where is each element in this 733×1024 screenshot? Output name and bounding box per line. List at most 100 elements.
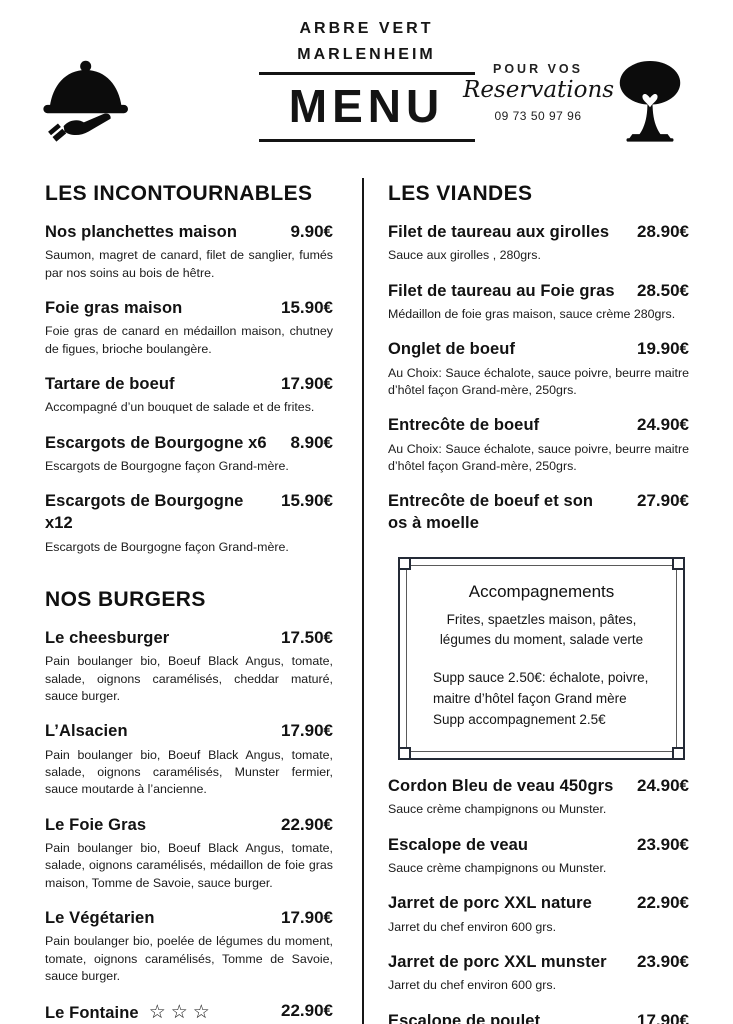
item-price: 17.90€ <box>281 373 333 393</box>
item-price: 28.90€ <box>637 222 689 241</box>
menu-item: L’Alsacien 17.90€ Pain boulanger bio, Bo… <box>45 720 333 798</box>
rating-stars: ☆☆☆ <box>148 1002 215 1024</box>
menu-item: Onglet de boeuf 19.90€ Au Choix: Sauce é… <box>388 338 689 399</box>
menu-item: Jarret de porc XXL nature 22.90€ Jarret … <box>388 892 689 936</box>
item-price: 15.90€ <box>281 297 333 317</box>
menu-item: Cordon Bleu de veau 450grs 24.90€ Sauce … <box>388 775 689 819</box>
accompagnements-supp-line: maitre d’hôtel façon Grand mère <box>433 691 627 707</box>
left-column: LES INCONTOURNABLES Nos planchettes mais… <box>45 170 333 1024</box>
item-name: Entrecôte de boeuf <box>388 416 540 435</box>
item-price: 17.90€ <box>281 908 333 928</box>
reservation-block: POUR VOS Reservations 09 73 50 97 96 <box>463 62 614 123</box>
item-name: Nos planchettes maison <box>45 223 237 241</box>
frame-corner-ornament <box>672 556 685 570</box>
item-price: 24.90€ <box>637 415 689 435</box>
item-desc: Escargots de Bourgogne façon Grand-mère. <box>45 539 289 554</box>
menu-item: Le Foie Gras 22.90€ Pain boulanger bio, … <box>45 814 333 892</box>
item-desc: Saumon, magret de canard, filet de sangl… <box>45 248 333 280</box>
accompagnements-supp-line: Supp sauce 2.50€: échalote, poivre, <box>433 670 649 686</box>
item-desc: Pain boulanger bio, poelée de légumes du… <box>45 934 333 984</box>
item-desc: Accompagné d’un bouquet de salade et de … <box>45 400 315 415</box>
item-name: Escargots de Bourgogne x12 <box>45 492 244 533</box>
menu-item: Le cheesburger 17.50€ Pain boulanger bio… <box>45 627 333 705</box>
menu-item: Escargots de Bourgogne x12 15.90€ Escarg… <box>45 490 333 556</box>
reservation-label: POUR VOS <box>493 62 583 76</box>
menu-item: Escalope de veau 23.90€ Sauce crème cham… <box>388 834 689 878</box>
item-name: Jarret de porc XXL munster <box>388 952 607 971</box>
menu-item: Entrecôte de boeuf et son os à moelle 27… <box>388 490 689 535</box>
item-name: Le Végétarien <box>45 909 155 928</box>
item-desc: Foie gras de canard en médaillon maison,… <box>45 324 333 356</box>
menu-item: Le Fontaine☆☆☆ 22.90€ Pain boulanger bio… <box>45 1000 333 1024</box>
item-price: 22.90€ <box>281 814 333 834</box>
tree-heart-icon <box>608 56 692 150</box>
item-price: 19.90€ <box>637 339 689 359</box>
item-price: 23.90€ <box>637 951 689 971</box>
item-price: 15.90€ <box>281 491 333 511</box>
menu-item: Jarret de porc XXL munster 23.90€ Jarret… <box>388 951 689 995</box>
item-name: Escargots de Bourgogne x6 <box>45 433 267 452</box>
frame-corner-ornament <box>398 747 411 761</box>
item-name: Foie gras maison <box>45 298 183 317</box>
accompagnements-supp-line: Supp accompagnement 2.5€ <box>433 712 606 728</box>
column-divider <box>362 178 364 1024</box>
item-name: Escalope de veau <box>388 835 529 854</box>
menu-item: Escalope de poulet 17.90€ Sauce crème ch… <box>388 1010 689 1024</box>
restaurant-name-line2: MARLENHEIM <box>297 45 436 63</box>
item-price: 8.90€ <box>290 432 333 452</box>
item-name: Tartare de boeuf <box>45 374 175 393</box>
item-price: 17.90€ <box>281 721 333 741</box>
restaurant-name: ARBRE VERT MARLENHEIM <box>0 16 733 67</box>
accompagnements-line: Frites, spaetzles maison, pâtes, <box>446 611 637 627</box>
section-title-viandes: LES VIANDES <box>388 182 533 205</box>
item-name: Cordon Bleu de veau 450grs <box>388 777 614 796</box>
item-desc: Escargots de Bourgogne façon Grand-mère. <box>45 458 289 473</box>
menu-body: LES INCONTOURNABLES Nos planchettes mais… <box>0 170 733 1024</box>
accompagnements-line: légumes du moment, salade verte <box>439 632 644 647</box>
restaurant-name-line1: ARBRE VERT <box>299 20 434 37</box>
item-desc: Jarret du chef environ 600 grs. <box>388 978 557 993</box>
item-price: 9.90€ <box>290 222 333 241</box>
item-name: Filet de taureau aux girolles <box>388 223 610 241</box>
divider <box>258 139 475 142</box>
item-name: Le Fontaine ☆☆☆ <box>45 1002 215 1024</box>
page-title: MENU <box>288 80 445 132</box>
item-desc: Jarret du chef environ 600 grs. <box>388 919 557 934</box>
menu-item: Filet de taureau aux girolles 28.90€ Sau… <box>388 221 689 265</box>
item-name: L’Alsacien <box>45 722 128 741</box>
header: ARBRE VERT MARLENHEIM MENU POUR VOS Rese… <box>0 0 733 170</box>
menu-item: Entrecôte de boeuf 24.90€ Au Choix: Sauc… <box>388 414 689 475</box>
item-name: Escalope de poulet <box>388 1011 541 1024</box>
item-name: Le Foie Gras <box>45 815 147 834</box>
frame-corner-ornament <box>672 747 685 761</box>
item-price: 23.90€ <box>637 834 689 854</box>
item-name: Jarret de porc XXL nature <box>388 894 592 913</box>
item-desc: Sauce aux girolles , 280grs. <box>388 248 541 263</box>
item-name: Entrecôte de boeuf et son os à moelle <box>388 492 594 533</box>
item-desc: Au Choix: Sauce échalote, sauce poivre, … <box>388 365 689 397</box>
item-name: Le cheesburger <box>45 629 170 648</box>
item-price: 17.90€ <box>637 1010 689 1024</box>
item-name: Onglet de boeuf <box>388 340 516 359</box>
item-desc: Médaillon de foie gras maison, sauce crè… <box>388 306 676 321</box>
right-column: LES VIANDES Filet de taureau aux girolle… <box>388 170 689 1024</box>
menu-item: Le Végétarien 17.90€ Pain boulanger bio,… <box>45 907 333 985</box>
item-desc: Sauce crème champignons ou Munster. <box>388 860 607 875</box>
item-name: Filet de taureau au Foie gras <box>388 281 615 300</box>
section-title-burgers: NOS BURGERS <box>45 588 206 612</box>
item-price: 22.90€ <box>281 1001 333 1021</box>
accompagnements-title: Accompagnements <box>468 581 615 601</box>
item-price: 22.90€ <box>637 893 689 913</box>
item-desc: Pain boulanger bio, Boeuf Black Angus, t… <box>45 747 333 797</box>
item-desc: Au Choix: Sauce échalote, sauce poivre, … <box>388 441 689 473</box>
item-desc: Pain boulanger bio, Boeuf Black Angus, t… <box>45 841 333 890</box>
item-price: 17.50€ <box>281 628 333 648</box>
menu-item: Nos planchettes maison 9.90€ Saumon, mag… <box>45 221 333 282</box>
divider <box>258 72 475 75</box>
menu-item: Escargots de Bourgogne x6 8.90€ Escargot… <box>45 432 333 476</box>
reservation-phone: 09 73 50 97 96 <box>494 109 582 123</box>
menu-item: Foie gras maison 15.90€ Foie gras de can… <box>45 297 333 358</box>
cloche-hand-icon <box>36 58 128 150</box>
menu-item: Filet de taureau au Foie gras 28.50€ Méd… <box>388 280 689 324</box>
